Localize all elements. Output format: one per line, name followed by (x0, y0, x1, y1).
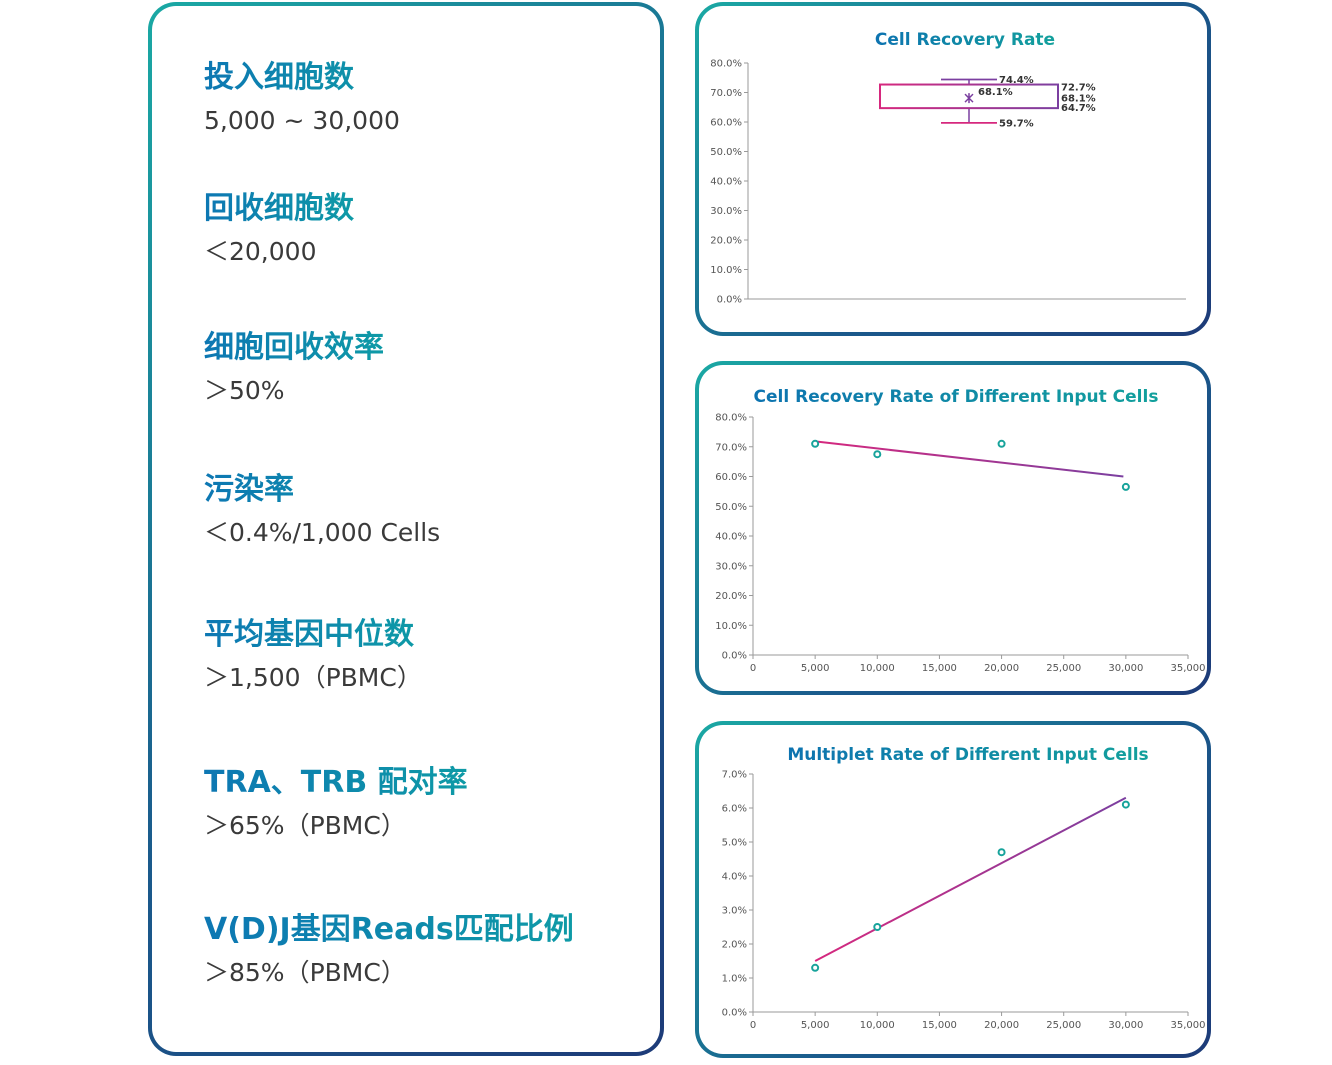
chart-title: Cell Recovery Rate (875, 30, 1055, 50)
y-tick-label: 1.0% (722, 974, 747, 985)
x-tick-label: 35,000 (1171, 663, 1206, 674)
x-tick-label: 5,000 (801, 1020, 830, 1031)
y-tick-label: 0.0% (717, 295, 742, 306)
chart-title: Cell Recovery Rate of Different Input Ce… (754, 387, 1159, 407)
y-tick-label: 40.0% (710, 177, 742, 188)
data-point (811, 963, 820, 972)
spec-value: ＞50% (204, 376, 285, 405)
spec-label: 细胞回收效率 (204, 330, 384, 365)
x-tick-label: 30,000 (1108, 1020, 1143, 1031)
box-q3-label: 72.7% (1061, 83, 1096, 94)
x-tick-label: 5,000 (801, 663, 830, 674)
box-max-label: 74.4% (999, 75, 1034, 86)
y-tick-label: 3.0% (722, 906, 747, 917)
spec-contamination-rate: 污染率 ＜0.4%/1,000 Cells (204, 472, 440, 548)
spec-value: ＞1,500（PBMC） (204, 663, 422, 692)
chart-card-recovery-rate: Cell Recovery Rate 0.0% 10.0% 20.0% 30.0% 40.… (695, 2, 1211, 336)
spec-value: ＞85%（PBMC） (204, 958, 406, 987)
spec-label: 投入细胞数 (204, 60, 400, 96)
y-tick-label: 4.0% (722, 872, 747, 883)
spec-label: TRA、TRB 配对率 (204, 765, 468, 800)
y-tick-label: 7.0% (722, 770, 747, 781)
x-tick-label: 10,000 (860, 1020, 895, 1031)
x-tick-label: 30,000 (1108, 663, 1143, 674)
x-tick-label: 20,000 (984, 663, 1019, 674)
data-point (1121, 800, 1130, 809)
y-tick-label: 80.0% (715, 413, 747, 424)
y-tick-label: 60.0% (710, 118, 742, 129)
y-tick-label: 0.0% (722, 1008, 747, 1019)
box-mean-marker (964, 93, 974, 104)
y-tick-label: 50.0% (715, 502, 747, 513)
x-tick-label: 20,000 (984, 1020, 1019, 1031)
y-tick-label: 20.0% (715, 591, 747, 602)
trendline (815, 440, 1124, 478)
x-tick-label: 25,000 (1046, 1020, 1081, 1031)
spec-vdj-reads: V(D)J基因Reads匹配比例 ＞85%（PBMC） (204, 912, 574, 988)
y-tick-label: 80.0% (710, 59, 742, 70)
box-median-label: 68.1% (1061, 94, 1096, 105)
x-tick-label: 0 (750, 663, 756, 674)
box-min-label: 59.7% (999, 118, 1034, 129)
chart-card-multiplet-vs-input: Multiplet Rate of Different Input Cells 0… (695, 721, 1211, 1058)
y-tick-label: 10.0% (715, 621, 747, 632)
spec-label: V(D)J基因Reads匹配比例 (204, 912, 574, 947)
x-tick-label: 0 (750, 1020, 756, 1031)
spec-value: ＞65%（PBMC） (204, 811, 406, 840)
spec-label: 污染率 (204, 472, 440, 508)
box-iqr (879, 83, 1059, 110)
chart-multiplet-vs-input: Multiplet Rate of Different Input Cells 0… (722, 745, 1206, 1031)
y-tick-label: 10.0% (710, 265, 742, 276)
x-tick-label: 25,000 (1046, 663, 1081, 674)
y-tick-label: 2.0% (722, 940, 747, 951)
spec-value: ＜0.4%/1,000 Cells (204, 518, 441, 547)
chart-recovery-vs-input: Cell Recovery Rate of Different Input Ce… (715, 387, 1206, 674)
chart-title: Multiplet Rate of Different Input Cells (787, 745, 1148, 765)
spec-label: 回收细胞数 (204, 191, 354, 226)
y-tick-label: 70.0% (710, 88, 742, 99)
spec-recovery-efficiency: 细胞回收效率 ＞50% (204, 330, 384, 406)
y-tick-label: 50.0% (710, 147, 742, 158)
spec-input-cells: 投入细胞数 5,000 ~ 30,000 (204, 60, 400, 136)
y-tick-label: 40.0% (715, 532, 747, 543)
y-tick-label: 5.0% (722, 838, 747, 849)
y-tick-label: 70.0% (715, 442, 747, 453)
x-tick-label: 35,000 (1171, 1020, 1206, 1031)
data-point (811, 439, 820, 448)
spec-median-genes: 平均基因中位数 ＞1,500（PBMC） (204, 617, 422, 693)
x-tick-label: 15,000 (922, 1020, 957, 1031)
box-mean-label: 68.1% (978, 87, 1013, 98)
x-tick-label: 10,000 (860, 663, 895, 674)
spec-value: ＜20,000 (204, 237, 317, 266)
y-tick-label: 30.0% (715, 561, 747, 572)
data-point (873, 450, 882, 459)
data-point (997, 439, 1006, 448)
spec-pairing-rate: TRA、TRB 配对率 ＞65%（PBMC） (204, 765, 468, 841)
data-point (997, 848, 1006, 857)
spec-value: 5,000 ~ 30,000 (204, 106, 400, 135)
box-q1-label: 64.7% (1061, 103, 1096, 114)
spec-recovered-cells: 回收细胞数 ＜20,000 (204, 191, 354, 267)
y-tick-label: 0.0% (722, 651, 747, 662)
spec-label: 平均基因中位数 (204, 617, 422, 653)
y-tick-label: 6.0% (722, 804, 747, 815)
data-point (873, 923, 882, 931)
chart-recovery-rate-box: Cell Recovery Rate 0.0% 10.0% 20.0% 30.0% 40.… (710, 30, 1186, 306)
data-point (1121, 482, 1130, 491)
y-tick-label: 60.0% (715, 472, 747, 483)
y-tick-label: 20.0% (710, 236, 742, 247)
x-tick-label: 15,000 (922, 663, 957, 674)
trendline (814, 796, 1127, 962)
chart-card-recovery-vs-input: Cell Recovery Rate of Different Input Ce… (695, 361, 1211, 695)
y-tick-label: 30.0% (710, 206, 742, 217)
spec-card: 投入细胞数 5,000 ~ 30,000 回收细胞数 ＜20,000 细胞回收效… (148, 2, 664, 1056)
